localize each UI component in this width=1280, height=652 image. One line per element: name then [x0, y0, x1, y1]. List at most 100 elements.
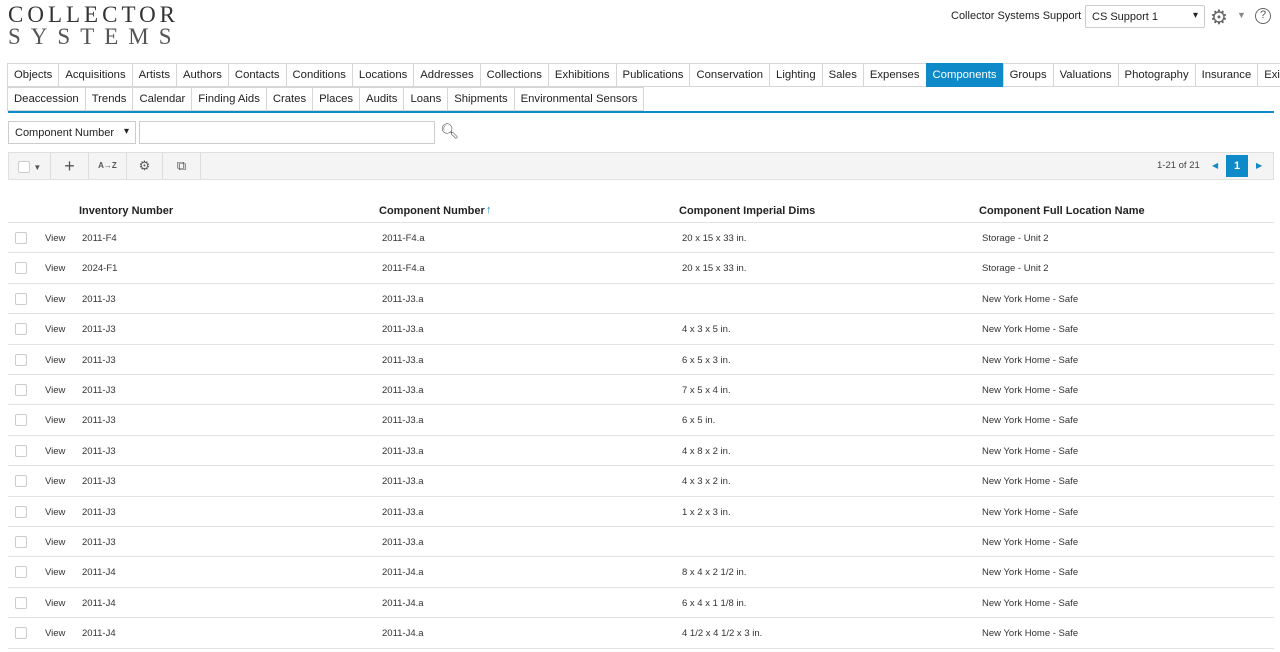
view-link[interactable]: View: [45, 445, 66, 457]
nav-tab[interactable]: Places: [312, 87, 361, 111]
search-button[interactable]: 🔍︎: [440, 123, 460, 140]
table-cell: 2011-J3: [82, 476, 116, 488]
column-header[interactable]: Component Number: [379, 205, 485, 217]
column-header[interactable]: Inventory Number: [79, 205, 174, 217]
prev-page[interactable]: ◀: [1212, 161, 1219, 170]
nav-tab[interactable]: Contacts: [227, 63, 287, 87]
table-cell: 2011-J3: [82, 385, 116, 396]
view-link[interactable]: View: [45, 293, 66, 305]
nav-tab[interactable]: Authors: [175, 63, 229, 87]
nav-tab[interactable]: Acquisitions: [58, 63, 133, 87]
nav-tab[interactable]: Calendar: [132, 87, 193, 111]
nav-tab[interactable]: Groups: [1002, 63, 1054, 87]
table-cell: Storage - Unit 2: [982, 263, 1049, 275]
table-cell: 2011-J3: [82, 537, 116, 548]
nav-tab[interactable]: Photography: [1117, 63, 1196, 87]
sort-indicator: ↑: [486, 204, 492, 216]
nav-tab[interactable]: Sales: [821, 63, 864, 87]
view-link[interactable]: View: [45, 506, 66, 518]
table-cell: 2011-J4.a: [382, 597, 424, 609]
row-checkbox[interactable]: [15, 414, 27, 427]
view-link[interactable]: View: [45, 324, 66, 336]
nav-tab[interactable]: Trends: [84, 87, 134, 111]
row-checkbox[interactable]: [15, 475, 27, 488]
add-button[interactable]: +: [51, 153, 89, 179]
nav-tab[interactable]: Conditions: [285, 63, 353, 87]
row-checkbox[interactable]: [15, 292, 27, 305]
nav-tab[interactable]: Conservation: [689, 63, 771, 87]
view-link[interactable]: View: [45, 233, 66, 244]
row-checkbox[interactable]: [15, 384, 27, 396]
view-link[interactable]: View: [45, 537, 66, 548]
view-link[interactable]: View: [45, 597, 66, 609]
table-cell: 20 x 15 x 33 in.: [682, 233, 747, 244]
nav-tab[interactable]: Exit: [1257, 63, 1280, 87]
row-checkbox[interactable]: [15, 505, 27, 518]
user-name: Collector Systems Support: [951, 10, 1082, 22]
view-link[interactable]: View: [45, 354, 66, 366]
nav-tab[interactable]: Insurance: [1194, 63, 1259, 87]
search-input[interactable]: [139, 121, 435, 144]
account-select[interactable]: CS Support 1: [1085, 5, 1205, 28]
row-checkbox[interactable]: [15, 536, 27, 548]
settings-icon[interactable]: ⚙: [1210, 7, 1228, 29]
table-cell: 2011-J3.a: [382, 354, 424, 366]
table-cell: 2011-J3.a: [382, 506, 424, 518]
nav-tab[interactable]: Lighting: [769, 63, 823, 87]
view-link[interactable]: View: [45, 263, 66, 275]
row-divider: [8, 252, 1274, 254]
nav-tab[interactable]: Audits: [359, 87, 405, 111]
table-cell: New York Home - Safe: [982, 506, 1079, 518]
nav-tab[interactable]: Expenses: [862, 63, 927, 87]
row-checkbox[interactable]: [15, 353, 27, 366]
table-cell: 2011-J3.a: [382, 415, 424, 427]
nav-tab[interactable]: Crates: [265, 87, 314, 111]
nav-tab[interactable]: Collections: [479, 63, 549, 87]
next-page[interactable]: ▶: [1256, 161, 1263, 170]
nav-tab[interactable]: Shipments: [447, 87, 515, 111]
row-checkbox[interactable]: [15, 232, 27, 244]
nav-tab[interactable]: Addresses: [413, 63, 481, 87]
nav-tab[interactable]: Valuations: [1052, 63, 1119, 87]
nav-tab[interactable]: Deaccession: [7, 87, 86, 111]
page-button[interactable]: 1: [1226, 155, 1248, 177]
sort-button[interactable]: A→Z: [89, 153, 127, 179]
help-button[interactable]: ?: [1255, 8, 1271, 24]
nav-tab[interactable]: Locations: [351, 63, 415, 87]
nav-tab[interactable]: Loans: [403, 87, 449, 111]
nav-tab[interactable]: Components: [925, 63, 1004, 87]
column-header[interactable]: Component Full Location Name: [979, 205, 1145, 217]
table-cell: 2011-F4: [82, 233, 117, 244]
nav-underline: [8, 111, 1274, 113]
view-link[interactable]: View: [45, 476, 66, 488]
table-cell: 2011-J4: [82, 567, 116, 579]
table-cell: New York Home - Safe: [982, 537, 1079, 548]
nav-tab[interactable]: Exhibitions: [547, 63, 617, 87]
row-checkbox[interactable]: [15, 262, 27, 275]
row-checkbox[interactable]: [15, 596, 27, 609]
row-checkbox[interactable]: [15, 323, 27, 336]
row-checkbox[interactable]: [15, 627, 27, 640]
nav-row: Objects Acquisitions Artists Authors Contact…: [7, 63, 1280, 87]
table-cell: 4 x 8 x 2 in.: [682, 445, 731, 457]
table-cell: 20 x 15 x 33 in.: [682, 263, 747, 275]
nav-tab[interactable]: Publications: [615, 63, 691, 87]
view-link[interactable]: View: [45, 567, 66, 579]
nav-tab[interactable]: Environmental Sensors: [513, 87, 645, 111]
row-checkbox[interactable]: [15, 444, 27, 457]
view-link[interactable]: View: [45, 628, 66, 640]
nav-tab[interactable]: Objects: [7, 63, 60, 87]
view-link[interactable]: View: [45, 385, 66, 396]
view-link[interactable]: View: [45, 415, 66, 427]
settings-caret[interactable]: ▼: [1237, 10, 1246, 20]
nav-tab[interactable]: Artists: [131, 63, 177, 87]
nav-tab[interactable]: Finding Aids: [191, 87, 267, 111]
column-header[interactable]: Component Imperial Dims: [679, 205, 816, 217]
settings-button[interactable]: ⚙: [127, 153, 163, 179]
header-divider: [8, 222, 1274, 223]
row-checkbox[interactable]: [15, 566, 27, 579]
table-cell: 7 x 5 x 4 in.: [682, 385, 731, 396]
search-field-select[interactable]: Component Number: [8, 121, 136, 144]
select-all[interactable]: ▼: [9, 153, 51, 179]
window-button[interactable]: ⧉: [163, 153, 201, 179]
